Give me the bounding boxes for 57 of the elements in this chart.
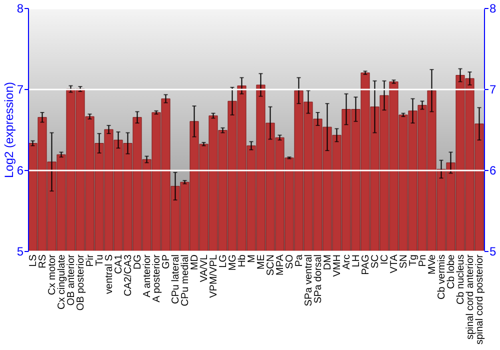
x-tick-label: Pir	[84, 254, 96, 267]
x-tick-label: CA1	[113, 254, 124, 274]
x-tick-label: MG	[227, 254, 238, 271]
x-tick-label: RS	[37, 254, 48, 268]
x-tick-label: Cb lobe	[446, 254, 457, 289]
x-tick-label: CA2/CA3	[122, 254, 134, 296]
x-tick-label: SCN	[265, 254, 276, 276]
x-tick-label: CPu lateral	[170, 254, 182, 304]
x-tick-label: spinal cord posterior	[474, 254, 486, 345]
x-tick-label: CPu medial	[180, 254, 191, 306]
x-tick-label: spinal cord anterior	[464, 254, 476, 340]
x-tick-label: OB anterior	[66, 254, 77, 306]
y-tick-label: 6	[16, 164, 24, 178]
y-tick-label: 7	[16, 82, 24, 96]
x-tick-label: A anterior	[142, 254, 153, 298]
x-tick-label: M	[246, 254, 258, 263]
x-tick-label: DM	[322, 254, 334, 270]
x-tick-label: Arc	[341, 254, 352, 270]
x-tick-label: DG	[132, 254, 144, 270]
x-tick-label: SPa ventral	[303, 254, 314, 306]
x-tick-label: SN	[398, 254, 410, 268]
x-tick-label: Cx cingulate	[56, 254, 68, 310]
x-tick-label: Cb vermis	[436, 254, 448, 300]
x-tick-label: MPA	[274, 254, 286, 276]
x-tick-label: OB posterior	[75, 254, 86, 311]
y-tick-label: 5	[16, 244, 24, 258]
x-tick-label: LS	[28, 254, 39, 267]
y2-tick-label: 7	[490, 82, 496, 96]
x-tick-label: LH	[350, 254, 362, 268]
x-tick-label: Pa	[294, 254, 305, 267]
y-tick-label: 8	[16, 2, 24, 16]
x-tick-label: VPM/VPL	[208, 254, 220, 298]
x-tick-label: Cx motor	[46, 254, 58, 296]
x-tick-label: ventral S	[104, 254, 115, 294]
x-tick-label: ME	[256, 254, 267, 270]
x-tick-label: IC	[379, 254, 390, 264]
x-tick-label: LG	[218, 254, 229, 268]
x-tick-label: MVe	[426, 254, 438, 275]
x-tick-label: SC	[370, 254, 381, 268]
y-axis-title: Log2 (expression)	[2, 82, 16, 178]
x-tick-label: A posterior	[151, 254, 162, 302]
x-tick-label: VMH	[332, 254, 343, 277]
x-tick-label: Hb	[236, 254, 248, 268]
y2-tick-label: 6	[490, 164, 496, 178]
x-tick-label: MD	[189, 254, 200, 270]
x-tick-label: Pn	[417, 254, 428, 267]
x-tick-label: Cb nucleus	[455, 254, 466, 305]
x-tick-label: VTA	[388, 254, 400, 274]
y2-tick-label: 8	[490, 2, 496, 16]
x-tick-label: Tg	[408, 254, 419, 266]
x-tick-label: GP	[160, 254, 172, 269]
x-tick-label: SO	[284, 254, 296, 269]
x-tick-label: PAG	[360, 254, 372, 275]
y2-tick-label: 5	[490, 244, 496, 258]
x-tick-label: Tu	[94, 254, 106, 266]
x-tick-label: SPa dorsal	[312, 254, 324, 304]
x-tick-label: VA/VL	[198, 254, 210, 282]
